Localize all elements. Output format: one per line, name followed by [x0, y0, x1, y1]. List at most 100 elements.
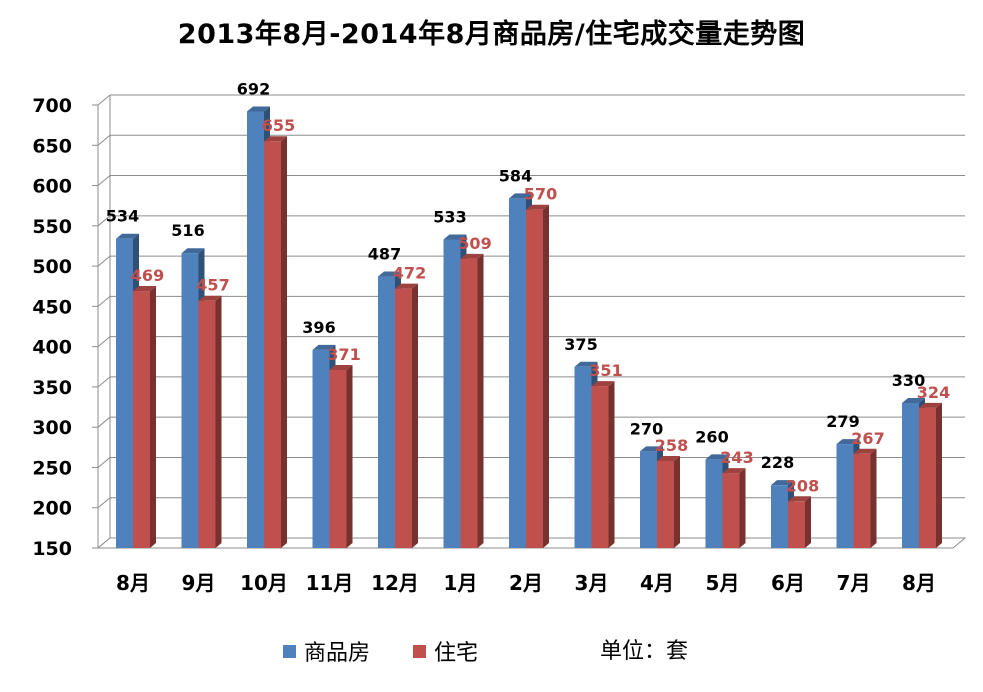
- bar-top: [312, 344, 336, 350]
- data-label: 258: [655, 436, 688, 455]
- data-label: 655: [262, 116, 295, 135]
- x-tick-label: 9月: [182, 571, 216, 595]
- gridline-side: [97, 175, 111, 186]
- bar: [133, 291, 150, 548]
- bar: [264, 141, 281, 548]
- bar: [640, 451, 657, 548]
- bar: [853, 453, 871, 548]
- bar: [591, 386, 609, 548]
- chart-title: 2013年8月-2014年8月商品房/住宅成交量走势图: [177, 19, 806, 50]
- bar-top: [591, 381, 615, 387]
- bar-top: [788, 496, 811, 502]
- x-tick-label: 7月: [837, 571, 871, 595]
- bar: [181, 253, 199, 548]
- gridline-side: [97, 134, 111, 146]
- data-label: 324: [917, 383, 950, 402]
- bar-top: [443, 234, 467, 240]
- gridline-side: [97, 255, 111, 267]
- bar: [378, 276, 395, 548]
- legend-swatch-series-1: [283, 644, 296, 658]
- bar-side: [150, 286, 156, 548]
- bar-side: [412, 283, 418, 548]
- bar-side: [477, 253, 484, 549]
- y-tick-label: 600: [32, 176, 72, 198]
- bar-side: [739, 468, 746, 548]
- bar-side: [346, 364, 353, 548]
- bar: [919, 407, 936, 548]
- x-tick-label: 6月: [771, 571, 805, 595]
- bar-top: [902, 398, 925, 404]
- data-label: 267: [851, 429, 884, 448]
- bar-top: [574, 361, 598, 367]
- bar-top: [919, 402, 942, 408]
- bar-top: [657, 456, 680, 462]
- data-label: 270: [630, 419, 663, 438]
- y-tick-label: 400: [32, 337, 72, 359]
- bar: [443, 239, 461, 548]
- bar: [329, 369, 347, 548]
- bar-top: [640, 446, 663, 452]
- bar-top: [264, 136, 287, 142]
- bar-top: [378, 271, 401, 277]
- bar: [395, 288, 412, 548]
- y-tick-label: 500: [32, 256, 72, 278]
- bar-side: [281, 136, 287, 548]
- x-tick-label: 12月: [371, 571, 419, 595]
- y-tick-label: 250: [32, 457, 72, 479]
- bar-top: [198, 295, 222, 301]
- bar: [247, 111, 264, 548]
- bar: [657, 461, 674, 548]
- gridline-side: [97, 376, 111, 388]
- bar: [312, 349, 330, 548]
- data-label: 375: [564, 335, 597, 354]
- legend-swatch-series-2: [413, 644, 426, 658]
- data-label: 570: [524, 185, 557, 204]
- data-label: 692: [237, 79, 270, 98]
- legend-item-series-2: 住宅: [413, 635, 478, 667]
- bar-top: [771, 480, 794, 486]
- bar-top: [247, 106, 270, 112]
- bar-top: [116, 233, 139, 239]
- gridline-side: [97, 295, 111, 307]
- gridline-side: [97, 497, 111, 509]
- bar: [574, 366, 592, 548]
- bar-side: [870, 448, 877, 548]
- x-tick-label: 2月: [509, 571, 543, 595]
- gridline-side: [97, 457, 111, 468]
- bar: [116, 238, 133, 549]
- bar-side: [543, 204, 549, 548]
- bar-top: [526, 204, 549, 210]
- data-label: 472: [393, 264, 426, 283]
- data-label: 469: [131, 266, 164, 285]
- bar-side: [215, 295, 222, 548]
- data-label: 533: [433, 208, 466, 227]
- bar-top: [722, 468, 746, 474]
- x-tick-label: 11月: [306, 571, 354, 595]
- bar: [902, 403, 919, 548]
- data-label: 279: [826, 412, 859, 431]
- y-tick-label: 350: [32, 377, 72, 399]
- bar: [788, 501, 805, 548]
- y-tick-label: 150: [32, 538, 72, 560]
- data-label: 516: [171, 221, 204, 240]
- bar-top: [509, 193, 532, 199]
- data-label: 228: [761, 453, 794, 472]
- data-label: 260: [695, 427, 728, 446]
- bar-top: [836, 439, 860, 445]
- legend-label-series-1: 商品房: [304, 641, 371, 666]
- data-label: 457: [196, 276, 229, 295]
- bar: [722, 473, 740, 548]
- bar: [705, 459, 723, 548]
- data-label: 208: [786, 476, 819, 495]
- bar-side: [608, 381, 615, 548]
- y-tick-label: 300: [32, 417, 72, 439]
- data-label: 584: [499, 166, 532, 185]
- bar-top: [329, 364, 353, 370]
- bar-side: [805, 496, 811, 548]
- data-label: 487: [368, 245, 401, 264]
- legend-label-series-2: 住宅: [434, 641, 479, 666]
- x-tick-label: 1月: [444, 571, 478, 595]
- unit-note: 单位：套: [600, 639, 689, 664]
- data-label: 351: [589, 361, 622, 380]
- bar-side: [674, 456, 680, 548]
